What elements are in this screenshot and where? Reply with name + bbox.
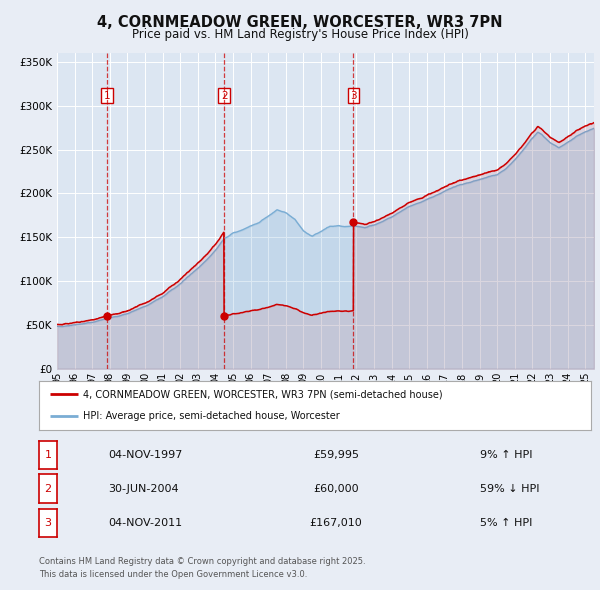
- Text: HPI: Average price, semi-detached house, Worcester: HPI: Average price, semi-detached house,…: [83, 411, 340, 421]
- Text: 04-NOV-1997: 04-NOV-1997: [108, 450, 182, 460]
- Text: 2: 2: [44, 484, 52, 493]
- Text: Price paid vs. HM Land Registry's House Price Index (HPI): Price paid vs. HM Land Registry's House …: [131, 28, 469, 41]
- Text: 59% ↓ HPI: 59% ↓ HPI: [480, 484, 539, 493]
- Text: 30-JUN-2004: 30-JUN-2004: [108, 484, 179, 493]
- Text: £60,000: £60,000: [313, 484, 359, 493]
- Text: 2: 2: [221, 91, 227, 101]
- Text: 1: 1: [104, 91, 110, 101]
- Text: 4, CORNMEADOW GREEN, WORCESTER, WR3 7PN: 4, CORNMEADOW GREEN, WORCESTER, WR3 7PN: [97, 15, 503, 30]
- Text: 3: 3: [350, 91, 357, 101]
- Text: £167,010: £167,010: [310, 518, 362, 527]
- Text: Contains HM Land Registry data © Crown copyright and database right 2025.: Contains HM Land Registry data © Crown c…: [39, 558, 365, 566]
- Text: 3: 3: [44, 518, 52, 527]
- Text: 5% ↑ HPI: 5% ↑ HPI: [480, 518, 532, 527]
- Text: 9% ↑ HPI: 9% ↑ HPI: [480, 450, 533, 460]
- Text: 4, CORNMEADOW GREEN, WORCESTER, WR3 7PN (semi-detached house): 4, CORNMEADOW GREEN, WORCESTER, WR3 7PN …: [83, 389, 443, 399]
- Text: £59,995: £59,995: [313, 450, 359, 460]
- Text: 1: 1: [44, 450, 52, 460]
- Text: This data is licensed under the Open Government Licence v3.0.: This data is licensed under the Open Gov…: [39, 571, 307, 579]
- Text: 04-NOV-2011: 04-NOV-2011: [108, 518, 182, 527]
